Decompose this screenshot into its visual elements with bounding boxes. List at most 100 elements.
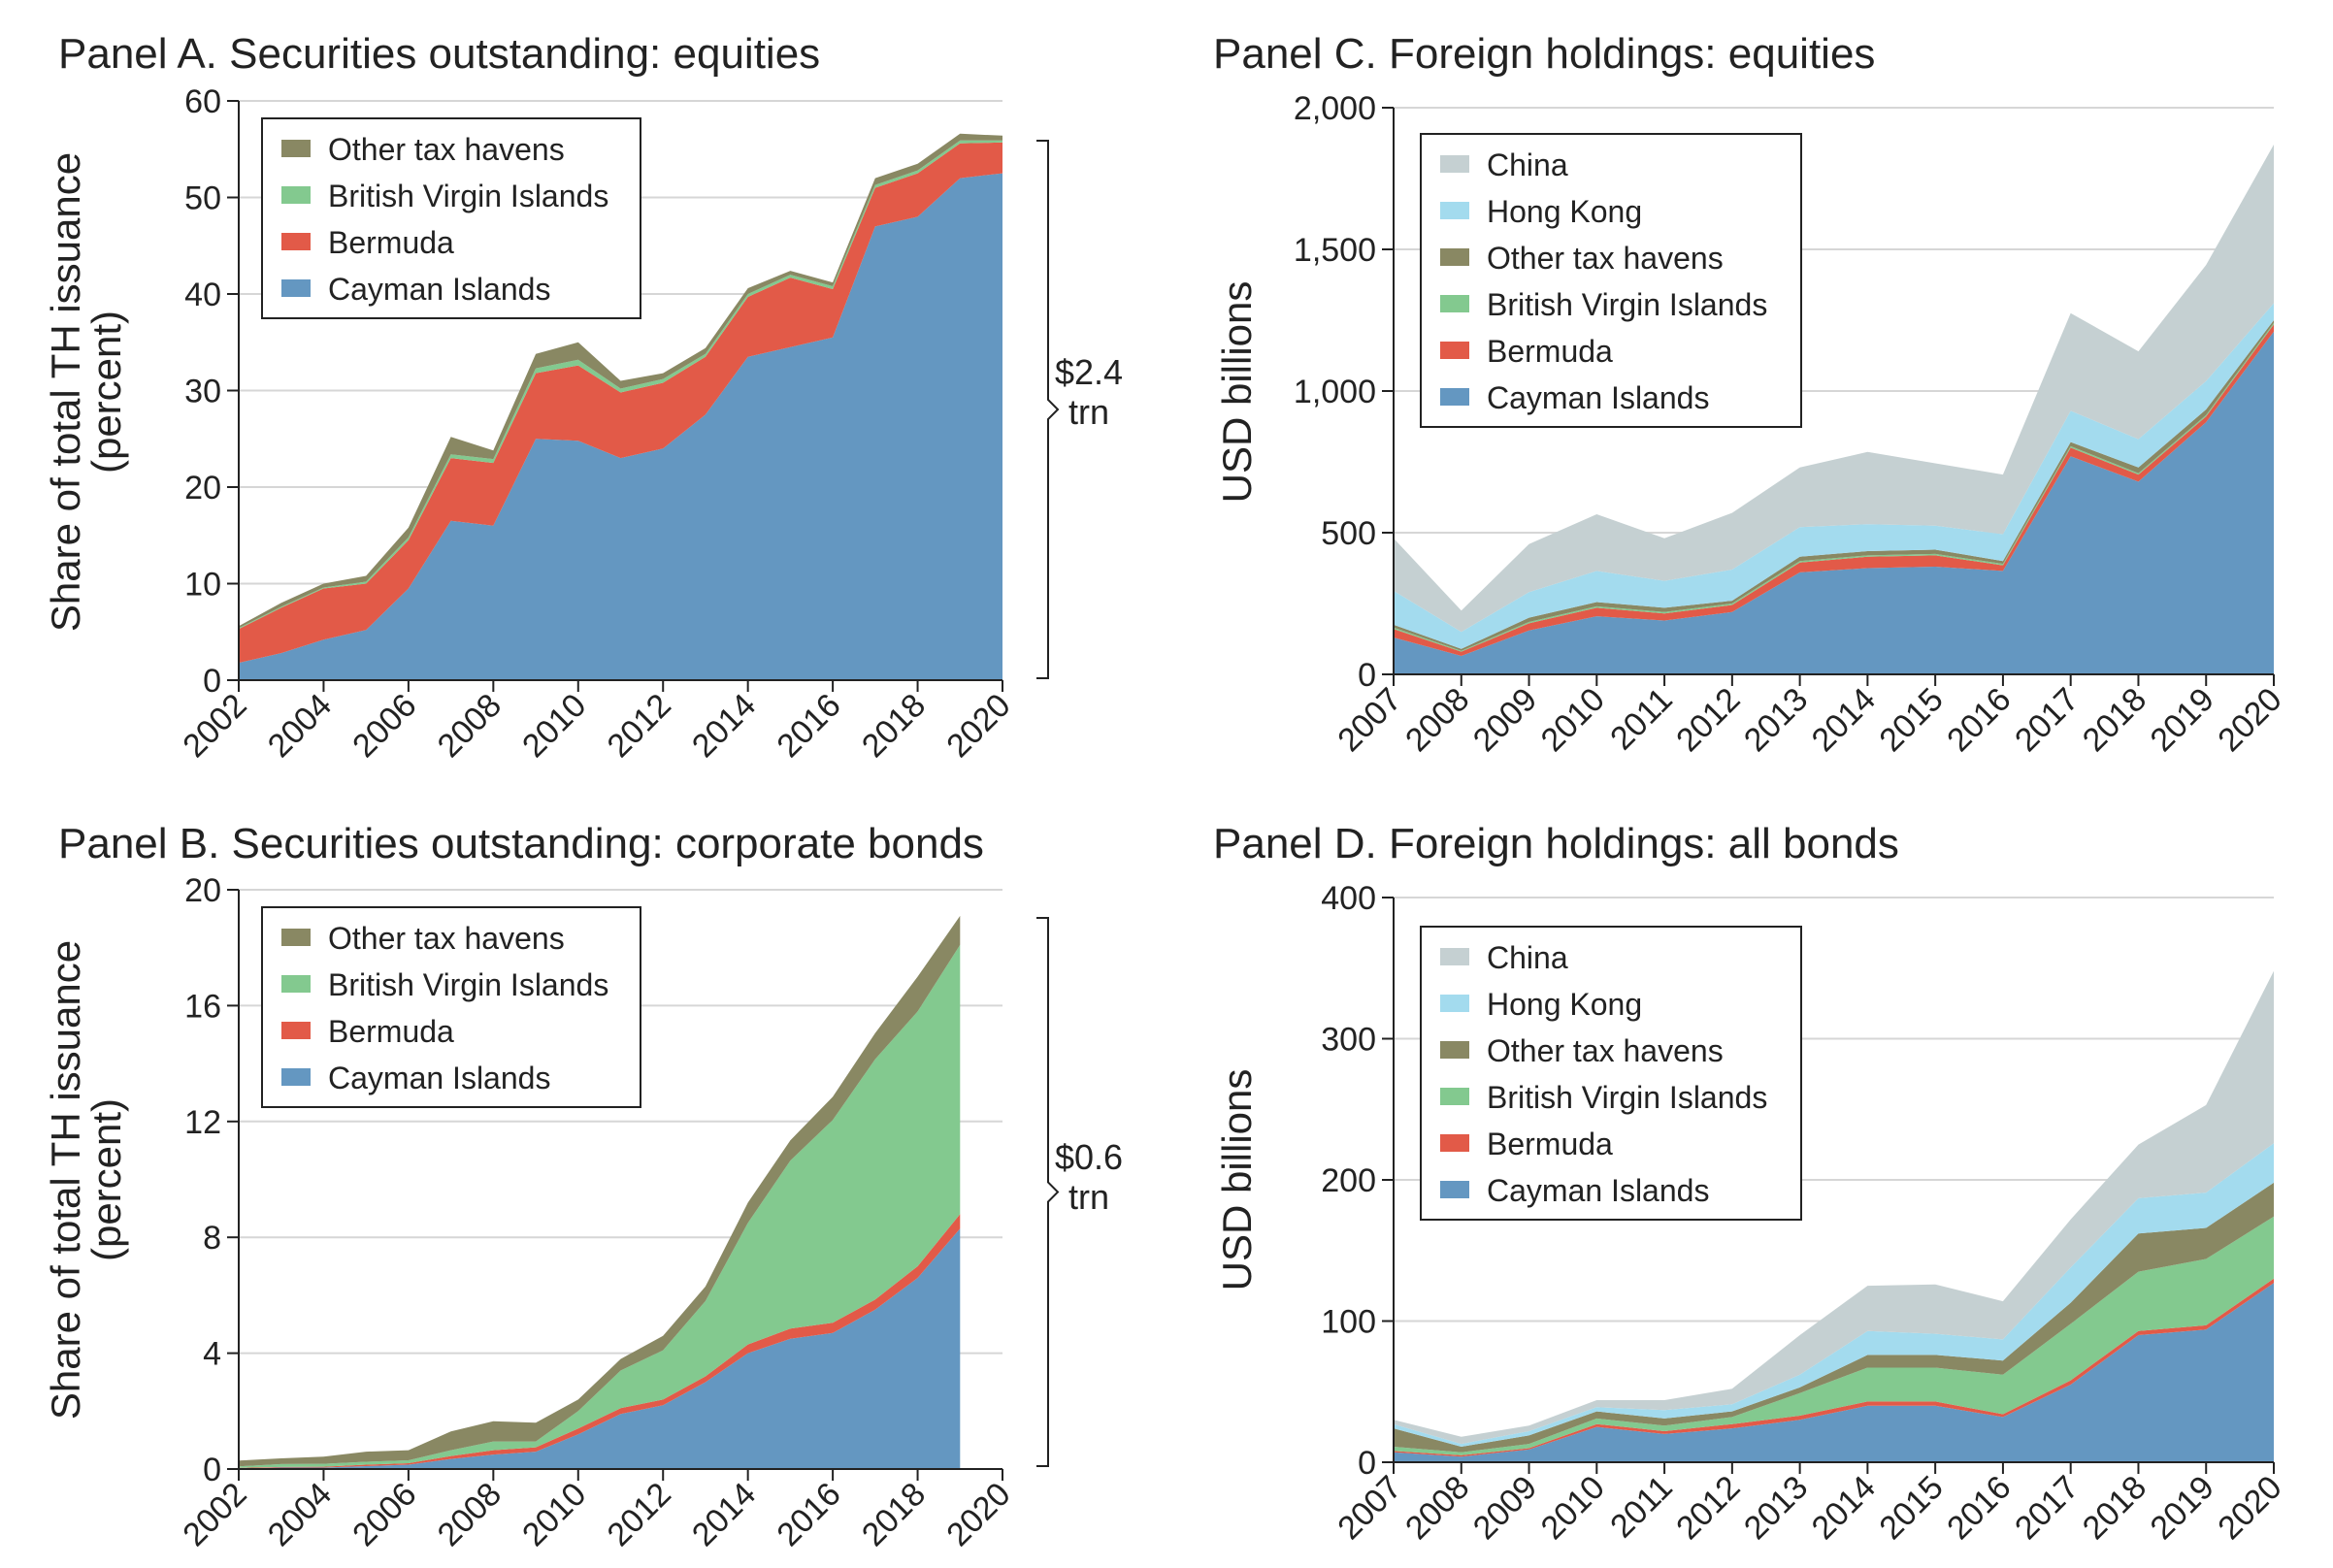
y-tick-label: 2,000	[1294, 90, 1376, 127]
x-tick-label: 2002	[176, 687, 253, 765]
y-tick-label: 1,500	[1294, 232, 1376, 269]
legend-label: British Virgin Islands	[328, 179, 608, 213]
area-china	[1394, 970, 2274, 1445]
legend-box	[1420, 133, 1802, 428]
y-axis-title: USD billions	[1214, 281, 1260, 504]
legend-swatch	[281, 929, 311, 946]
y-tick-label: 400	[1321, 880, 1376, 917]
legend-label: Other tax havens	[1487, 1033, 1724, 1068]
y-tick-label: 0	[1358, 657, 1376, 694]
legend-swatch	[1440, 155, 1469, 173]
legend-swatch	[281, 1022, 311, 1039]
area-other-tax-havens	[239, 133, 1002, 629]
x-tick-label: 2016	[770, 687, 847, 765]
area-china	[1394, 145, 2274, 633]
x-tick-label: 2019	[2144, 681, 2221, 759]
area-cayman-islands	[239, 1228, 961, 1469]
legend-swatch	[1440, 995, 1469, 1012]
legend-label: Hong Kong	[1487, 194, 1642, 229]
panel-d: Panel D. Foreign holdings: all bonds 0 100…	[1213, 820, 2289, 1547]
legend-label: Cayman Islands	[328, 272, 550, 307]
x-tick-label: 2009	[1466, 1469, 1544, 1547]
legend-label: Bermuda	[1487, 1127, 1613, 1161]
brace	[1036, 917, 1060, 1467]
y-tick-label: 300	[1321, 1022, 1376, 1059]
y-tick-label: 8	[203, 1220, 221, 1257]
x-tick-label: 2013	[1737, 1469, 1815, 1547]
y-tick-label: 20	[184, 470, 221, 506]
x-tick-label: 2002	[176, 1476, 253, 1553]
y-tick-label: 500	[1321, 515, 1376, 552]
x-tick-label: 2011	[1603, 1469, 1680, 1546]
panel-c: Panel C. Foreign holdings: equities 0 500 1…	[1213, 30, 2289, 759]
x-tick-label: 2020	[2211, 681, 2288, 759]
x-tick-label: 2013	[1737, 681, 1815, 759]
x-tick-label: 2016	[1940, 681, 2018, 759]
annotation-text: trn	[1068, 1177, 1109, 1217]
y-axis-title: Share of total TH issuance	[43, 152, 88, 632]
x-tick-label: 2020	[939, 687, 1017, 765]
x-tick-label: 2011	[1603, 681, 1680, 758]
x-tick-label: 2014	[1805, 1469, 1883, 1547]
y-tick-label: 10	[184, 567, 221, 604]
annotation-text: $0.6	[1055, 1137, 1123, 1177]
y-tick-label: 200	[1321, 1162, 1376, 1199]
x-tick-label: 2014	[1805, 681, 1883, 759]
y-tick-label: 16	[184, 988, 221, 1025]
legend-label: Cayman Islands	[1487, 380, 1709, 415]
legend-swatch	[1440, 1041, 1469, 1059]
x-tick-label: 2008	[1398, 681, 1476, 759]
x-tick-label: 2018	[2076, 1469, 2153, 1547]
x-tick-label: 2007	[1331, 681, 1408, 759]
panel-title: Panel C. Foreign holdings: equities	[1213, 30, 1875, 78]
legend-label: Other tax havens	[328, 132, 565, 167]
x-tick-label: 2017	[2008, 1469, 2086, 1547]
area-cayman-islands	[1394, 1283, 2274, 1462]
legend-swatch	[1440, 295, 1469, 312]
legend: China Hong Kong Other tax havens British Vi…	[1420, 133, 1802, 428]
legend-swatch	[1440, 202, 1469, 219]
legend-label: Bermuda	[328, 225, 454, 260]
legend-swatch	[281, 233, 311, 250]
area-cayman-islands	[1394, 331, 2274, 674]
x-tick-label: 2010	[1534, 1469, 1612, 1547]
legend-label: China	[1487, 147, 1568, 182]
x-tick-label: 2016	[1940, 1469, 2018, 1547]
x-tick-label: 2008	[1398, 1469, 1476, 1547]
y-tick-label: 50	[184, 180, 221, 217]
x-tick-label: 2015	[1872, 1469, 1950, 1547]
area-cayman-islands	[239, 173, 1002, 681]
legend-swatch	[1440, 1088, 1469, 1105]
legend: China Hong Kong Other tax havens British Vi…	[1420, 926, 1802, 1221]
legend-box	[261, 117, 641, 319]
x-tick-label: 2010	[515, 687, 593, 765]
y-tick-label: 100	[1321, 1304, 1376, 1341]
legend-swatch	[1440, 1134, 1469, 1152]
legend-swatch	[1440, 248, 1469, 266]
x-tick-label: 2004	[261, 1476, 339, 1553]
legend-label: British Virgin Islands	[328, 967, 608, 1002]
y-tick-label: 0	[203, 1452, 221, 1488]
legend-swatch	[281, 975, 311, 993]
legend-label: British Virgin Islands	[1487, 1080, 1767, 1115]
legend-swatch	[281, 279, 311, 297]
legend: Other tax havens British Virgin Islands Be…	[261, 117, 641, 319]
panel-title: Panel A. Securities outstanding: equitie…	[58, 30, 820, 78]
brace	[1036, 140, 1060, 679]
x-tick-label: 2012	[601, 687, 678, 765]
legend-label: Cayman Islands	[328, 1061, 550, 1095]
legend-box	[261, 906, 641, 1108]
legend-label: Bermuda	[328, 1014, 454, 1049]
legend-swatch	[281, 140, 311, 157]
y-tick-label: 20	[184, 872, 221, 909]
x-tick-label: 2010	[515, 1476, 593, 1553]
x-tick-label: 2017	[2008, 681, 2086, 759]
x-tick-label: 2015	[1872, 681, 1950, 759]
y-axis-title: Share of total TH issuance	[43, 940, 88, 1420]
legend-label: China	[1487, 940, 1568, 975]
legend: Other tax havens British Virgin Islands Be…	[261, 906, 641, 1108]
x-tick-label: 2010	[1534, 681, 1612, 759]
area-british-virgin-islands	[239, 944, 961, 1468]
y-axis-title: (percent)	[83, 1098, 129, 1261]
y-tick-label: 30	[184, 374, 221, 410]
